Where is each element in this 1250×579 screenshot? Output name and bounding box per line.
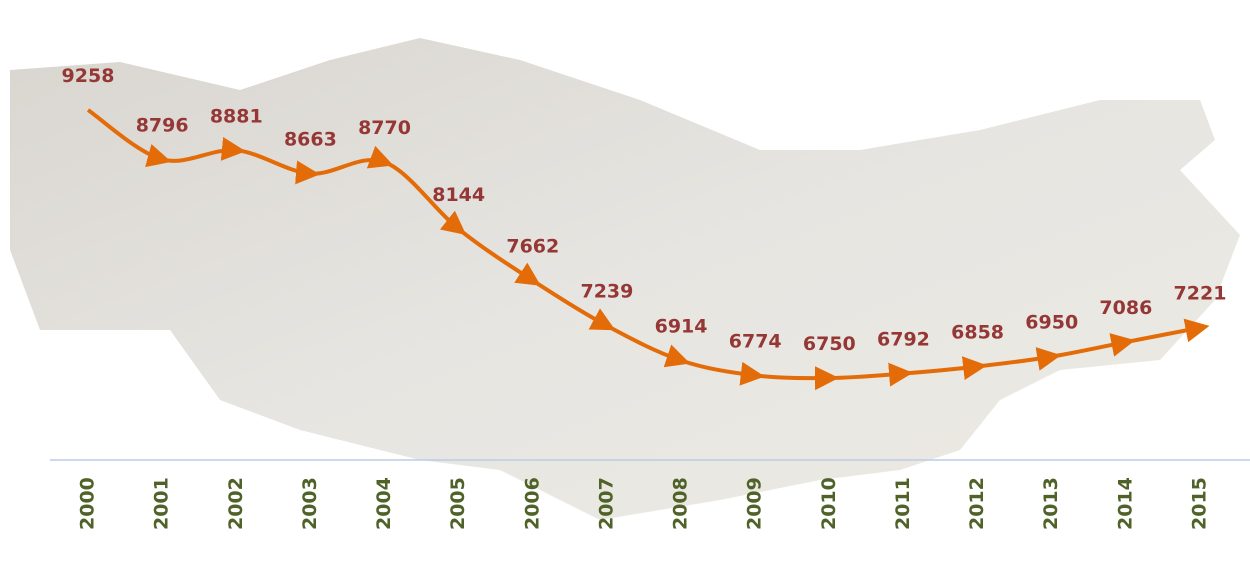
data-label: 6750 (803, 333, 856, 355)
x-tick-label: 2012 (966, 477, 988, 530)
data-label: 7239 (580, 281, 633, 303)
x-tick-label: 2006 (521, 477, 543, 530)
x-tick-label: 2004 (373, 477, 395, 530)
x-tick-label: 2011 (892, 477, 914, 530)
data-label: 6914 (655, 315, 708, 337)
data-label: 8881 (210, 105, 263, 127)
x-tick-label: 2009 (744, 477, 766, 530)
data-label: 6950 (1025, 312, 1078, 334)
data-label: 8663 (284, 129, 337, 151)
data-label: 7221 (1174, 283, 1227, 305)
x-tick-label: 2001 (151, 477, 173, 530)
data-label: 8770 (358, 117, 411, 139)
x-tick-label: 2008 (670, 477, 692, 530)
data-label: 6858 (951, 321, 1004, 343)
data-label: 8144 (432, 184, 485, 206)
data-label: 9258 (62, 65, 115, 87)
x-tick-label: 2003 (299, 477, 321, 530)
data-label: 6774 (729, 330, 782, 352)
line (86, 108, 1210, 391)
data-label: 8796 (136, 114, 189, 136)
background-map (10, 38, 1240, 520)
x-tick-label: 2010 (818, 477, 840, 530)
x-tick-label: 2000 (77, 477, 99, 530)
x-tick-label: 2005 (447, 477, 469, 530)
x-tick-label: 2007 (595, 477, 617, 530)
data-label: 7662 (506, 236, 559, 258)
x-tick-label: 2013 (1040, 477, 1062, 530)
x-tick-label: 2015 (1189, 477, 1211, 530)
x-tick-label: 2014 (1114, 477, 1136, 530)
data-label: 6792 (877, 329, 930, 351)
plot: 9258 2000 8796 2001 8881 2002 8663 2003 8770 2004… (62, 65, 1227, 530)
data-label: 7086 (1099, 297, 1152, 319)
x-tick-label: 2002 (225, 477, 247, 530)
